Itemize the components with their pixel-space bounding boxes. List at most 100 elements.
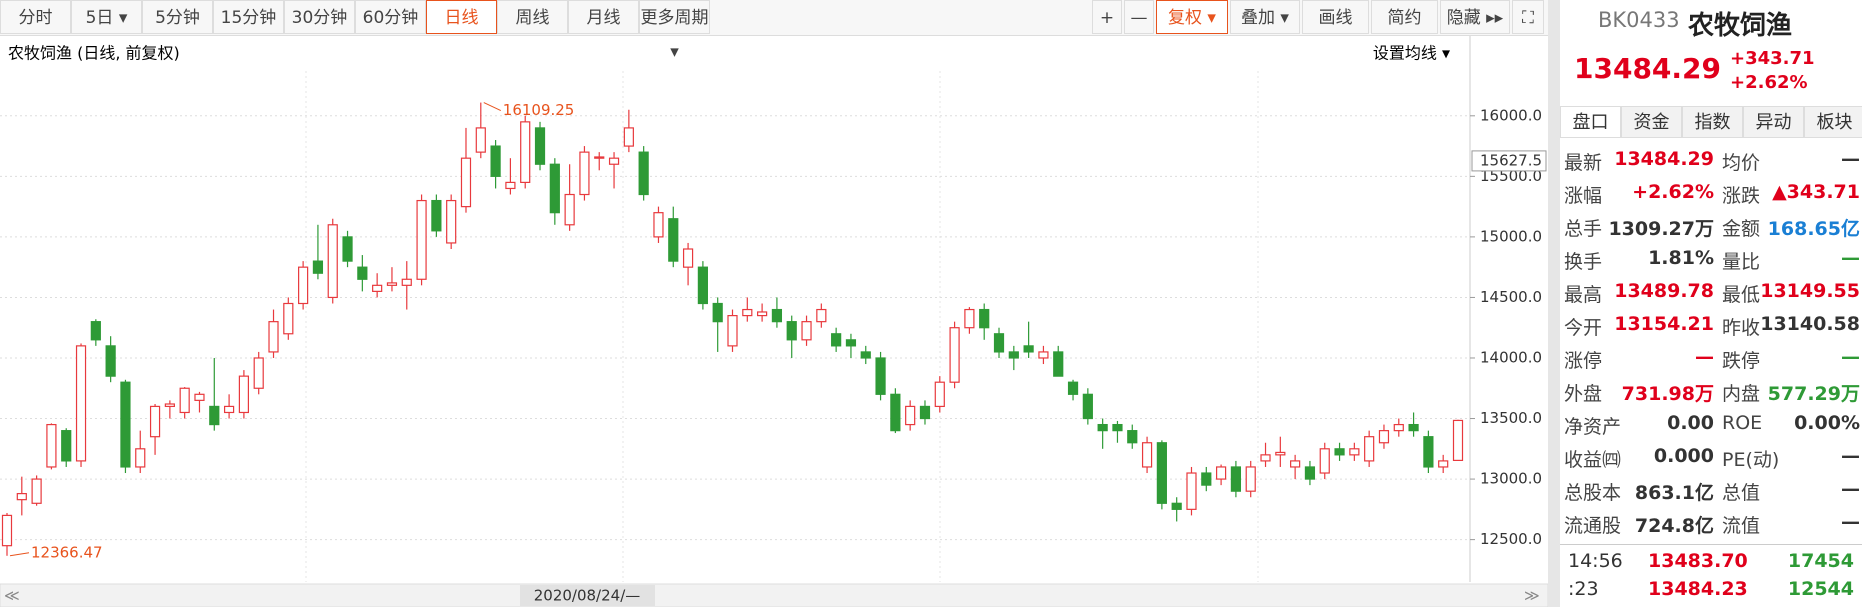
candle-body	[1201, 472, 1212, 486]
candle-body	[1245, 466, 1256, 492]
candle-body	[816, 308, 827, 323]
candle-body	[564, 193, 575, 226]
toolbar-button[interactable]: 5日 ▾	[71, 0, 142, 34]
candle-body	[1275, 451, 1286, 456]
toolbar-button[interactable]: +	[1092, 0, 1122, 34]
quote-label: 涨幅	[1564, 185, 1603, 207]
high-arrow	[483, 102, 502, 112]
candle-body	[1230, 466, 1242, 492]
quote-label: 最低	[1722, 284, 1761, 306]
toolbar-button[interactable]: 5分钟	[142, 0, 213, 34]
stock-code: BK0433	[1598, 8, 1680, 32]
toolbar-button[interactable]: 叠加 ▾	[1230, 0, 1300, 34]
quote-value: —	[1695, 346, 1714, 368]
quote-label: 金额	[1722, 218, 1761, 240]
quote-label: 均价	[1722, 152, 1761, 174]
candle-body	[386, 282, 398, 286]
toolbar-button[interactable]: 复权 ▾	[1156, 0, 1228, 34]
toolbar-button[interactable]: 15分钟	[213, 0, 284, 34]
candle-body	[697, 266, 708, 305]
candle-body	[712, 302, 723, 323]
splitter[interactable]	[1548, 0, 1560, 607]
candle-body	[1067, 381, 1079, 395]
candle-body	[46, 423, 57, 468]
panel-tab[interactable]: 指数	[1682, 106, 1743, 138]
chart-title: 农牧饲渔 (日线, 前复权)	[8, 44, 180, 63]
candle-body	[135, 448, 146, 468]
high-label: 16109.25	[503, 101, 575, 119]
quote-label: 总股本	[1564, 482, 1622, 504]
candle-body	[460, 157, 472, 208]
quote-label: 内盘	[1722, 383, 1761, 405]
panel-tab[interactable]: 资金	[1621, 106, 1682, 138]
quote-value: —	[1841, 148, 1860, 170]
candle-body	[638, 151, 649, 196]
candle-body	[1304, 466, 1316, 480]
candle-body	[1141, 442, 1153, 468]
candle-body	[875, 357, 886, 395]
divider	[1560, 544, 1862, 545]
quote-label: 总手	[1564, 218, 1603, 240]
quote-value: 168.65亿	[1767, 218, 1860, 240]
price: 13484.29	[1574, 52, 1722, 85]
candle-body	[1319, 448, 1330, 474]
quote-label: 涨跌	[1722, 185, 1761, 207]
candle-body	[105, 345, 116, 377]
candle-body	[194, 393, 205, 401]
candle-body	[283, 302, 294, 335]
candle-body	[1112, 423, 1123, 432]
candle-body	[505, 181, 516, 190]
candle-body	[668, 218, 679, 262]
panel-tab[interactable]: 板块	[1804, 106, 1862, 138]
ma-button[interactable]: 设置均线 ▾	[1373, 44, 1450, 63]
candle-body	[1290, 460, 1301, 468]
toolbar-button[interactable]: 30分钟	[284, 0, 355, 34]
quote-label: 量比	[1722, 251, 1761, 273]
toolbar-button[interactable]: ⛶	[1512, 0, 1544, 34]
low-arrow	[9, 552, 30, 557]
panel-tab[interactable]: 盘口	[1560, 106, 1621, 138]
candle-body	[993, 333, 1005, 353]
quote-value: 577.29万	[1767, 383, 1860, 405]
toolbar: 分时 5日 ▾ 5分钟 15分钟 30分钟 60分钟 日线 周线 月线 更多周期 ▾ + — 复权 ▾ 叠…	[0, 0, 1548, 62]
quote-value: ▲343.71	[1772, 181, 1860, 203]
candle-body	[831, 333, 842, 347]
candle-body	[801, 321, 812, 341]
quote-panel: BK0433 农牧饲渔 13484.29 +343.71 +2.62% 盘口 资金 指数 异动板…	[1560, 0, 1862, 607]
quote-label: ROE	[1722, 412, 1763, 434]
toolbar-button[interactable]: 分时	[0, 0, 71, 34]
candle-body	[608, 157, 620, 165]
quote-value: 13154.21	[1614, 313, 1714, 335]
tick-volume: 12544	[1787, 578, 1854, 600]
candle-body	[1082, 393, 1093, 420]
toolbar-button[interactable]: —	[1124, 0, 1154, 34]
panel-tab[interactable]: 异动	[1743, 106, 1804, 138]
candle-body	[1053, 351, 1064, 377]
quote-value: —	[1841, 445, 1860, 467]
candle-body	[964, 308, 975, 329]
toolbar-button[interactable]: 更多周期 ▾	[639, 0, 710, 62]
candle-body	[298, 266, 309, 305]
scroll-left: ≪	[4, 587, 20, 605]
toolbar-button[interactable]: 画线	[1302, 0, 1369, 34]
toolbar-button[interactable]: 日线	[426, 0, 497, 34]
candle-body	[253, 357, 264, 389]
candle-body	[357, 266, 368, 280]
candle-body	[475, 127, 486, 153]
candle-body	[327, 224, 338, 299]
y-tick-label: 12500.0	[1480, 530, 1542, 548]
candle-body	[979, 308, 990, 329]
toolbar-button[interactable]: 简约	[1371, 0, 1438, 34]
quote-value: 13140.58	[1760, 313, 1860, 335]
y-tick-label: 16000.0	[1480, 106, 1542, 124]
toolbar-button[interactable]: 隐藏 ▸▸	[1440, 0, 1510, 34]
candle-body	[845, 339, 857, 347]
candle-body	[1423, 436, 1434, 468]
toolbar-button[interactable]: 60分钟	[355, 0, 426, 34]
candle-body	[372, 284, 383, 292]
toolbar-button[interactable]: 月线	[568, 0, 639, 34]
candle-body	[1127, 430, 1138, 444]
quote-label: 收益㈣	[1564, 449, 1622, 471]
toolbar-button[interactable]: 周线	[497, 0, 568, 34]
